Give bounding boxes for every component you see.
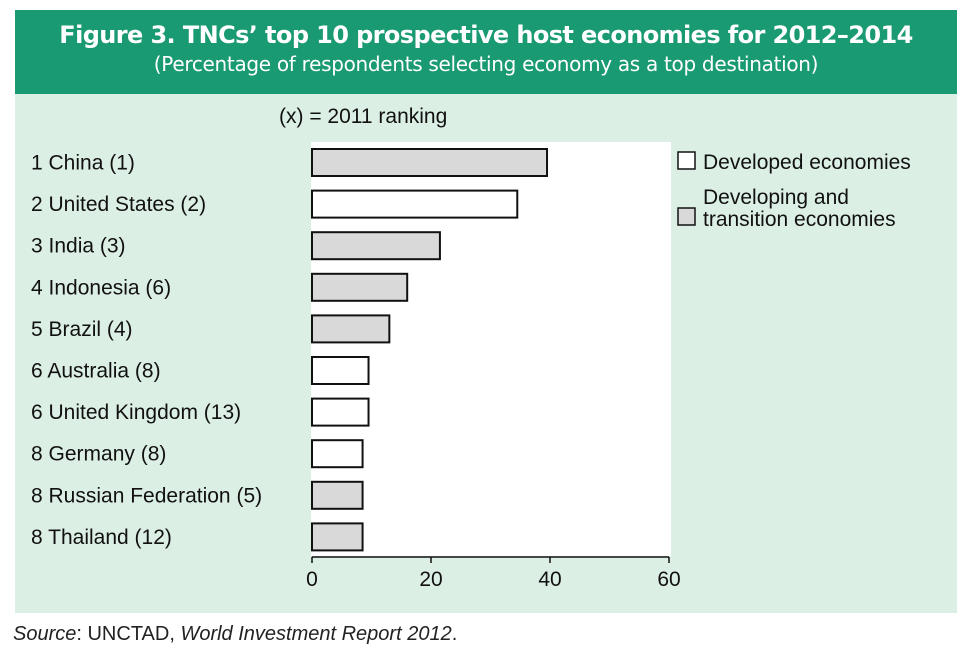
source-separator: : UNCTAD, [76,623,181,645]
source-report: World Investment Report 2012 [180,623,452,645]
source-prefix: Source [13,623,77,645]
legend-swatch-developed [677,151,696,170]
x-tick-label: 40 [538,568,561,591]
category-label: 2 United States (2) [31,193,206,216]
bar [311,480,364,510]
source-note: Source: UNCTAD, World Investment Report … [13,623,457,646]
category-label: 5 Brazil (4) [31,318,133,341]
category-label: 1 China (1) [31,152,135,175]
figure-title: Figure 3. TNCs’ top 10 prospective host … [59,21,913,49]
bar [311,314,391,344]
legend-swatch-developing [677,207,696,226]
legend: Developed economies Developing and transit… [677,151,911,231]
category-label: 6 United Kingdom (13) [31,401,241,424]
bar [311,522,364,552]
x-tick-label: 20 [419,568,442,591]
category-label: 6 Australia (8) [31,360,161,383]
source-suffix: . [451,623,458,645]
bar [311,231,441,261]
category-label: 4 Indonesia (6) [31,276,171,299]
x-tick-label: 60 [657,568,680,591]
bar [311,148,549,177]
ranking-note: (x) = 2011 ranking [279,105,447,128]
bar [311,439,364,469]
bar [311,397,370,427]
figure-subtitle: (Percentage of respondents selecting eco… [153,52,819,76]
bar-chart: (x) = 2011 ranking 1 China (1) 2 United S… [31,105,911,591]
legend-label-developing: Developing and transition economies [703,186,896,231]
category-label: 8 Germany (8) [31,443,166,466]
bar [311,356,370,385]
x-tick-label: 0 [306,568,318,591]
bar [311,272,409,302]
legend-label-developed: Developed economies [703,151,911,174]
figure-header: Figure 3. TNCs’ top 10 prospective host … [15,10,957,94]
category-label: 8 Thailand (12) [31,526,172,549]
category-label: 8 Russian Federation (5) [31,484,262,507]
category-label: 3 India (3) [31,235,126,258]
bar [311,189,519,219]
